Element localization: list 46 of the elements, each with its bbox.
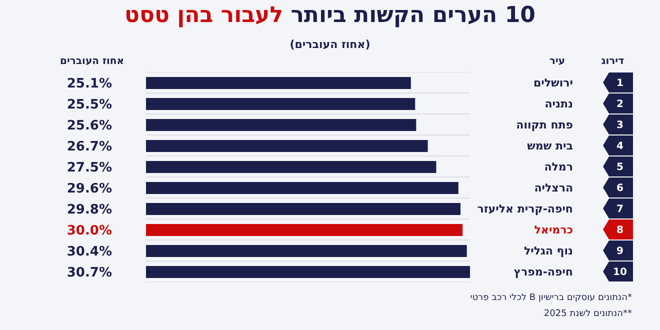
data-label: 29.6% [66, 182, 112, 197]
rank-tag: 2 [603, 94, 633, 114]
bar [146, 119, 416, 131]
data-label: 30.7% [66, 266, 112, 281]
rank-tag: 7 [603, 198, 633, 218]
text: **הנתונים לשנת 2025 [542, 308, 632, 321]
bar [146, 77, 411, 89]
data-label: 30.0% [66, 224, 112, 239]
y-tick-label: חיפה-מפרץ [514, 265, 573, 278]
rank-tag: 9 [603, 240, 633, 260]
bar [146, 161, 436, 173]
rank-tag: 6 [603, 178, 633, 198]
bar [146, 245, 467, 257]
y-tick-label: ירושלים [533, 76, 573, 90]
bar [146, 203, 460, 215]
y-tick-label: רמלה [544, 160, 573, 174]
y-tick-label: הרצליה [534, 181, 573, 194]
data-label: 29.8% [66, 202, 112, 218]
rank-tag: 8 [603, 220, 633, 240]
data-label: 25.5% [66, 98, 112, 113]
rank-tag: 3 [603, 114, 633, 134]
rank-tag: 4 [603, 136, 633, 156]
y-axis-title: עיר [549, 56, 565, 67]
rank-tag: 10 [603, 262, 633, 282]
y-tick-label: בית שמש [527, 139, 574, 152]
rank-tag: 1 [603, 72, 633, 92]
data-label: 27.5% [66, 160, 112, 176]
data-label: 25.1% [66, 76, 112, 92]
rank-tag: 5 [603, 156, 633, 176]
bar [146, 98, 416, 110]
bar [146, 224, 463, 236]
data-label: 30.4% [66, 244, 112, 260]
bar [146, 182, 458, 194]
chart-subtitle: (אחוז העוברים) [288, 38, 372, 51]
y-tick-label: פתח תקווה [516, 118, 573, 132]
y-tick-label: חיפה-קרית אליעזר [477, 202, 573, 216]
y-tick-label: כרמיאל [534, 223, 573, 236]
y-tick-label: נתניה [544, 97, 573, 110]
bar [146, 266, 470, 278]
x-axis-title: אחוז העוברים [60, 56, 124, 67]
data-label: 25.6% [66, 118, 112, 134]
text: *הנתונים עוסקים ברישיון B לכלי רכב פרטי [470, 292, 632, 305]
bar [146, 140, 428, 152]
data-label: 26.7% [66, 140, 112, 155]
text: דירוג [601, 56, 624, 67]
y-tick-label: נוף הגליל [524, 244, 573, 258]
